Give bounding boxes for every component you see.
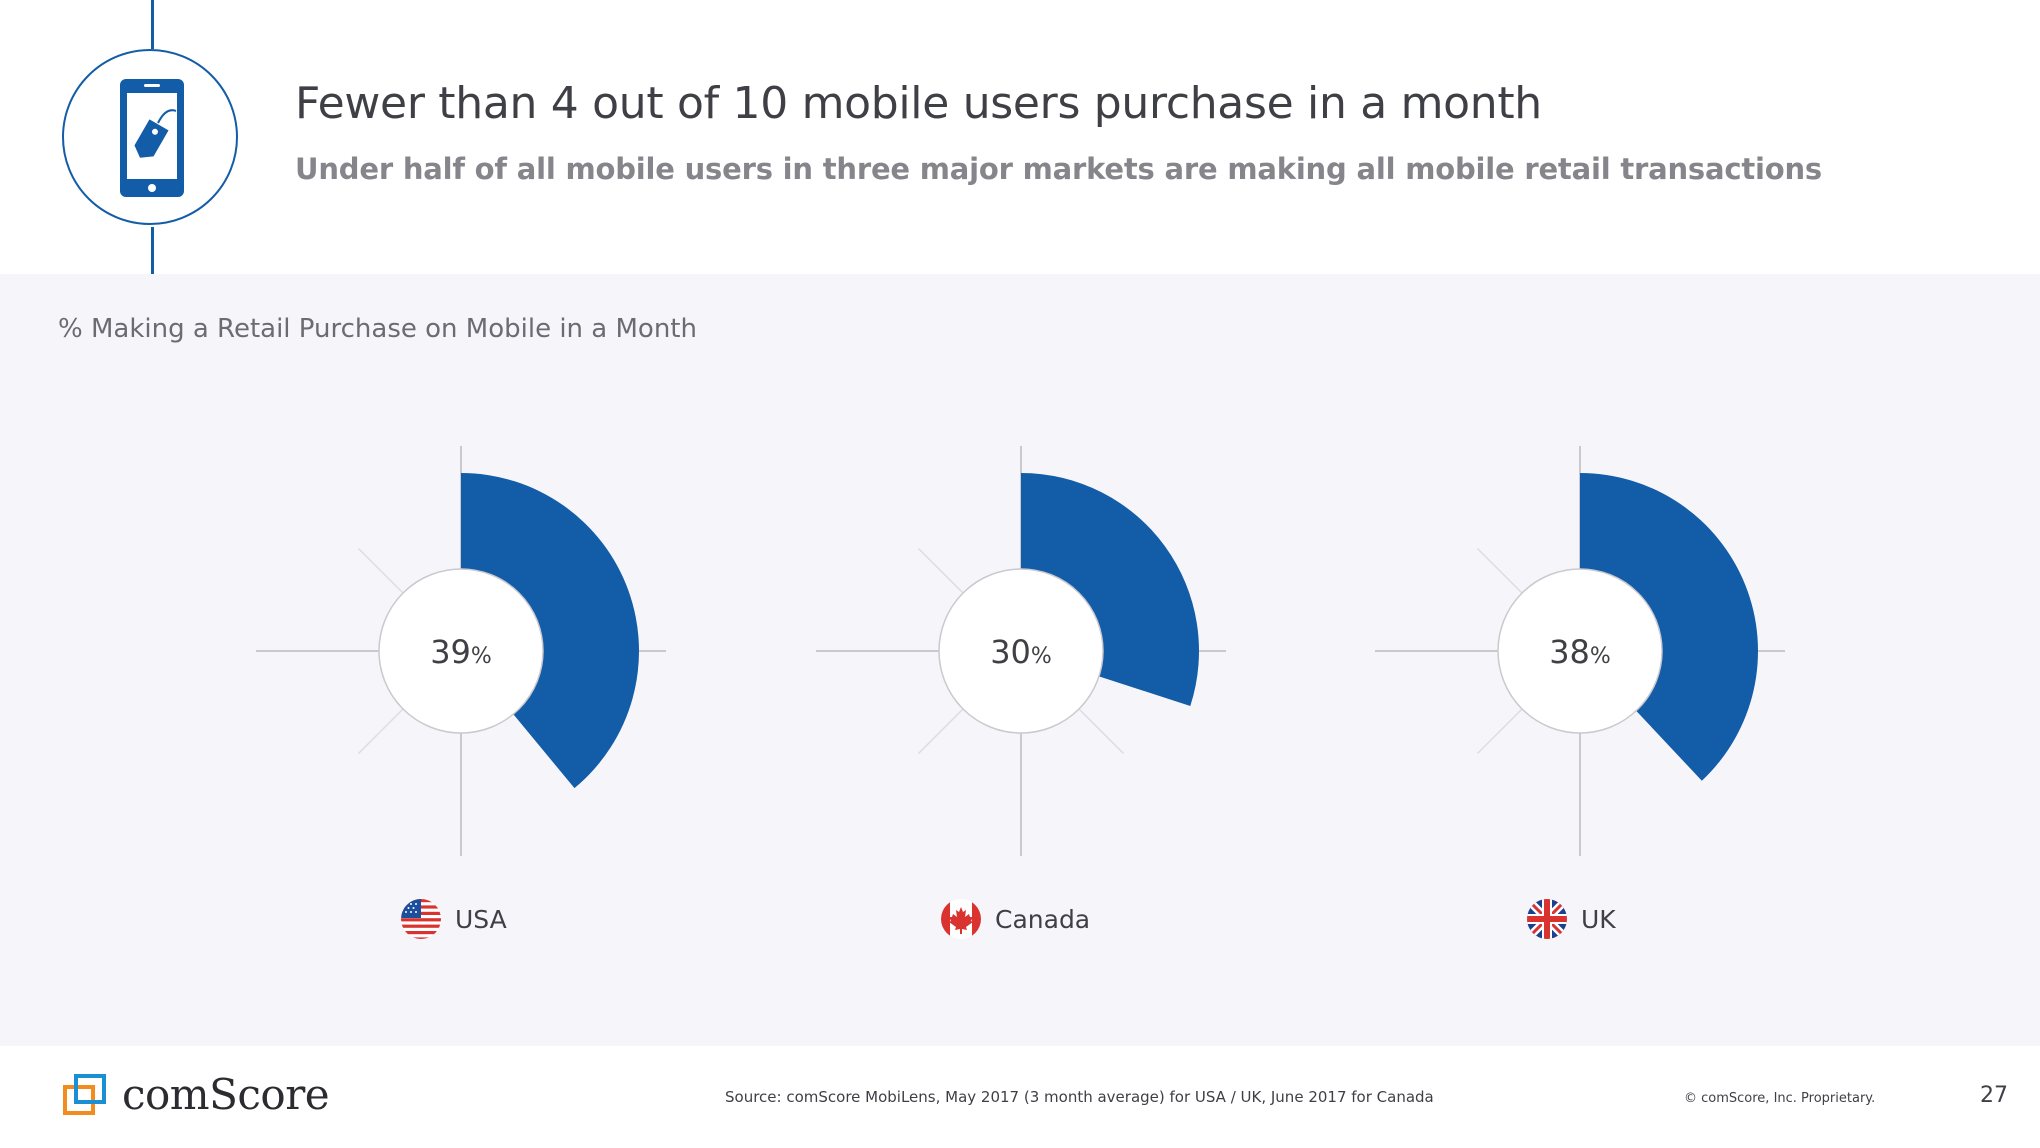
comscore-logo: comScore — [62, 1070, 330, 1119]
radial-chart-uk: 38% — [1375, 446, 1785, 856]
header-connector-bottom — [151, 227, 154, 274]
value-label: 38% — [1549, 633, 1611, 671]
value-arc — [461, 473, 640, 789]
value-label: 39% — [430, 633, 492, 671]
spoke-line — [1078, 708, 1125, 755]
value-label: 30% — [990, 633, 1052, 671]
radial-chart-usa: 39% — [256, 446, 666, 856]
value-unit: % — [1031, 644, 1052, 669]
comscore-wordmark: comScore — [122, 1070, 330, 1119]
country-label-canada: Canada — [940, 897, 1090, 941]
page-number: 27 — [1980, 1083, 2008, 1108]
page-title: Fewer than 4 out of 10 mobile users purc… — [295, 78, 1542, 129]
spoke-line — [1476, 708, 1523, 755]
country-label-uk: UK — [1526, 897, 1616, 941]
canada-flag-icon — [941, 899, 981, 939]
spoke-line — [917, 708, 964, 755]
value-number: 39 — [430, 633, 471, 671]
spoke-line — [357, 547, 404, 594]
value-arc — [1021, 473, 1199, 707]
country-name: USA — [455, 904, 507, 934]
value-number: 38 — [1549, 633, 1590, 671]
country-label-usa: USA — [400, 897, 507, 941]
country-name: Canada — [995, 904, 1091, 934]
spoke-line — [1476, 547, 1523, 594]
source-note: Source: comScore MobiLens, May 2017 (3 m… — [725, 1088, 1434, 1106]
comscore-logo-icon — [63, 1073, 106, 1115]
header-icon-badge — [62, 49, 238, 225]
smartphone-tag-icon — [120, 79, 184, 197]
value-unit: % — [471, 644, 492, 669]
radial-chart-canada: 30% — [816, 446, 1226, 856]
center-circle — [378, 568, 544, 734]
value-number: 30 — [990, 633, 1031, 671]
spoke-line — [357, 708, 404, 755]
value-arc — [1580, 473, 1758, 781]
uk-flag-icon — [1527, 899, 1567, 939]
page-subtitle: Under half of all mobile users in three … — [295, 152, 1822, 186]
chart-title: % Making a Retail Purchase on Mobile in … — [58, 314, 697, 344]
header-connector-top — [151, 0, 154, 49]
value-unit: % — [1590, 644, 1611, 669]
center-circle — [938, 568, 1104, 734]
country-name: UK — [1581, 904, 1616, 934]
spoke-line — [917, 547, 964, 594]
center-circle — [1497, 568, 1663, 734]
us-flag-icon — [401, 899, 441, 939]
copyright-note: © comScore, Inc. Proprietary. — [1684, 1091, 1876, 1106]
